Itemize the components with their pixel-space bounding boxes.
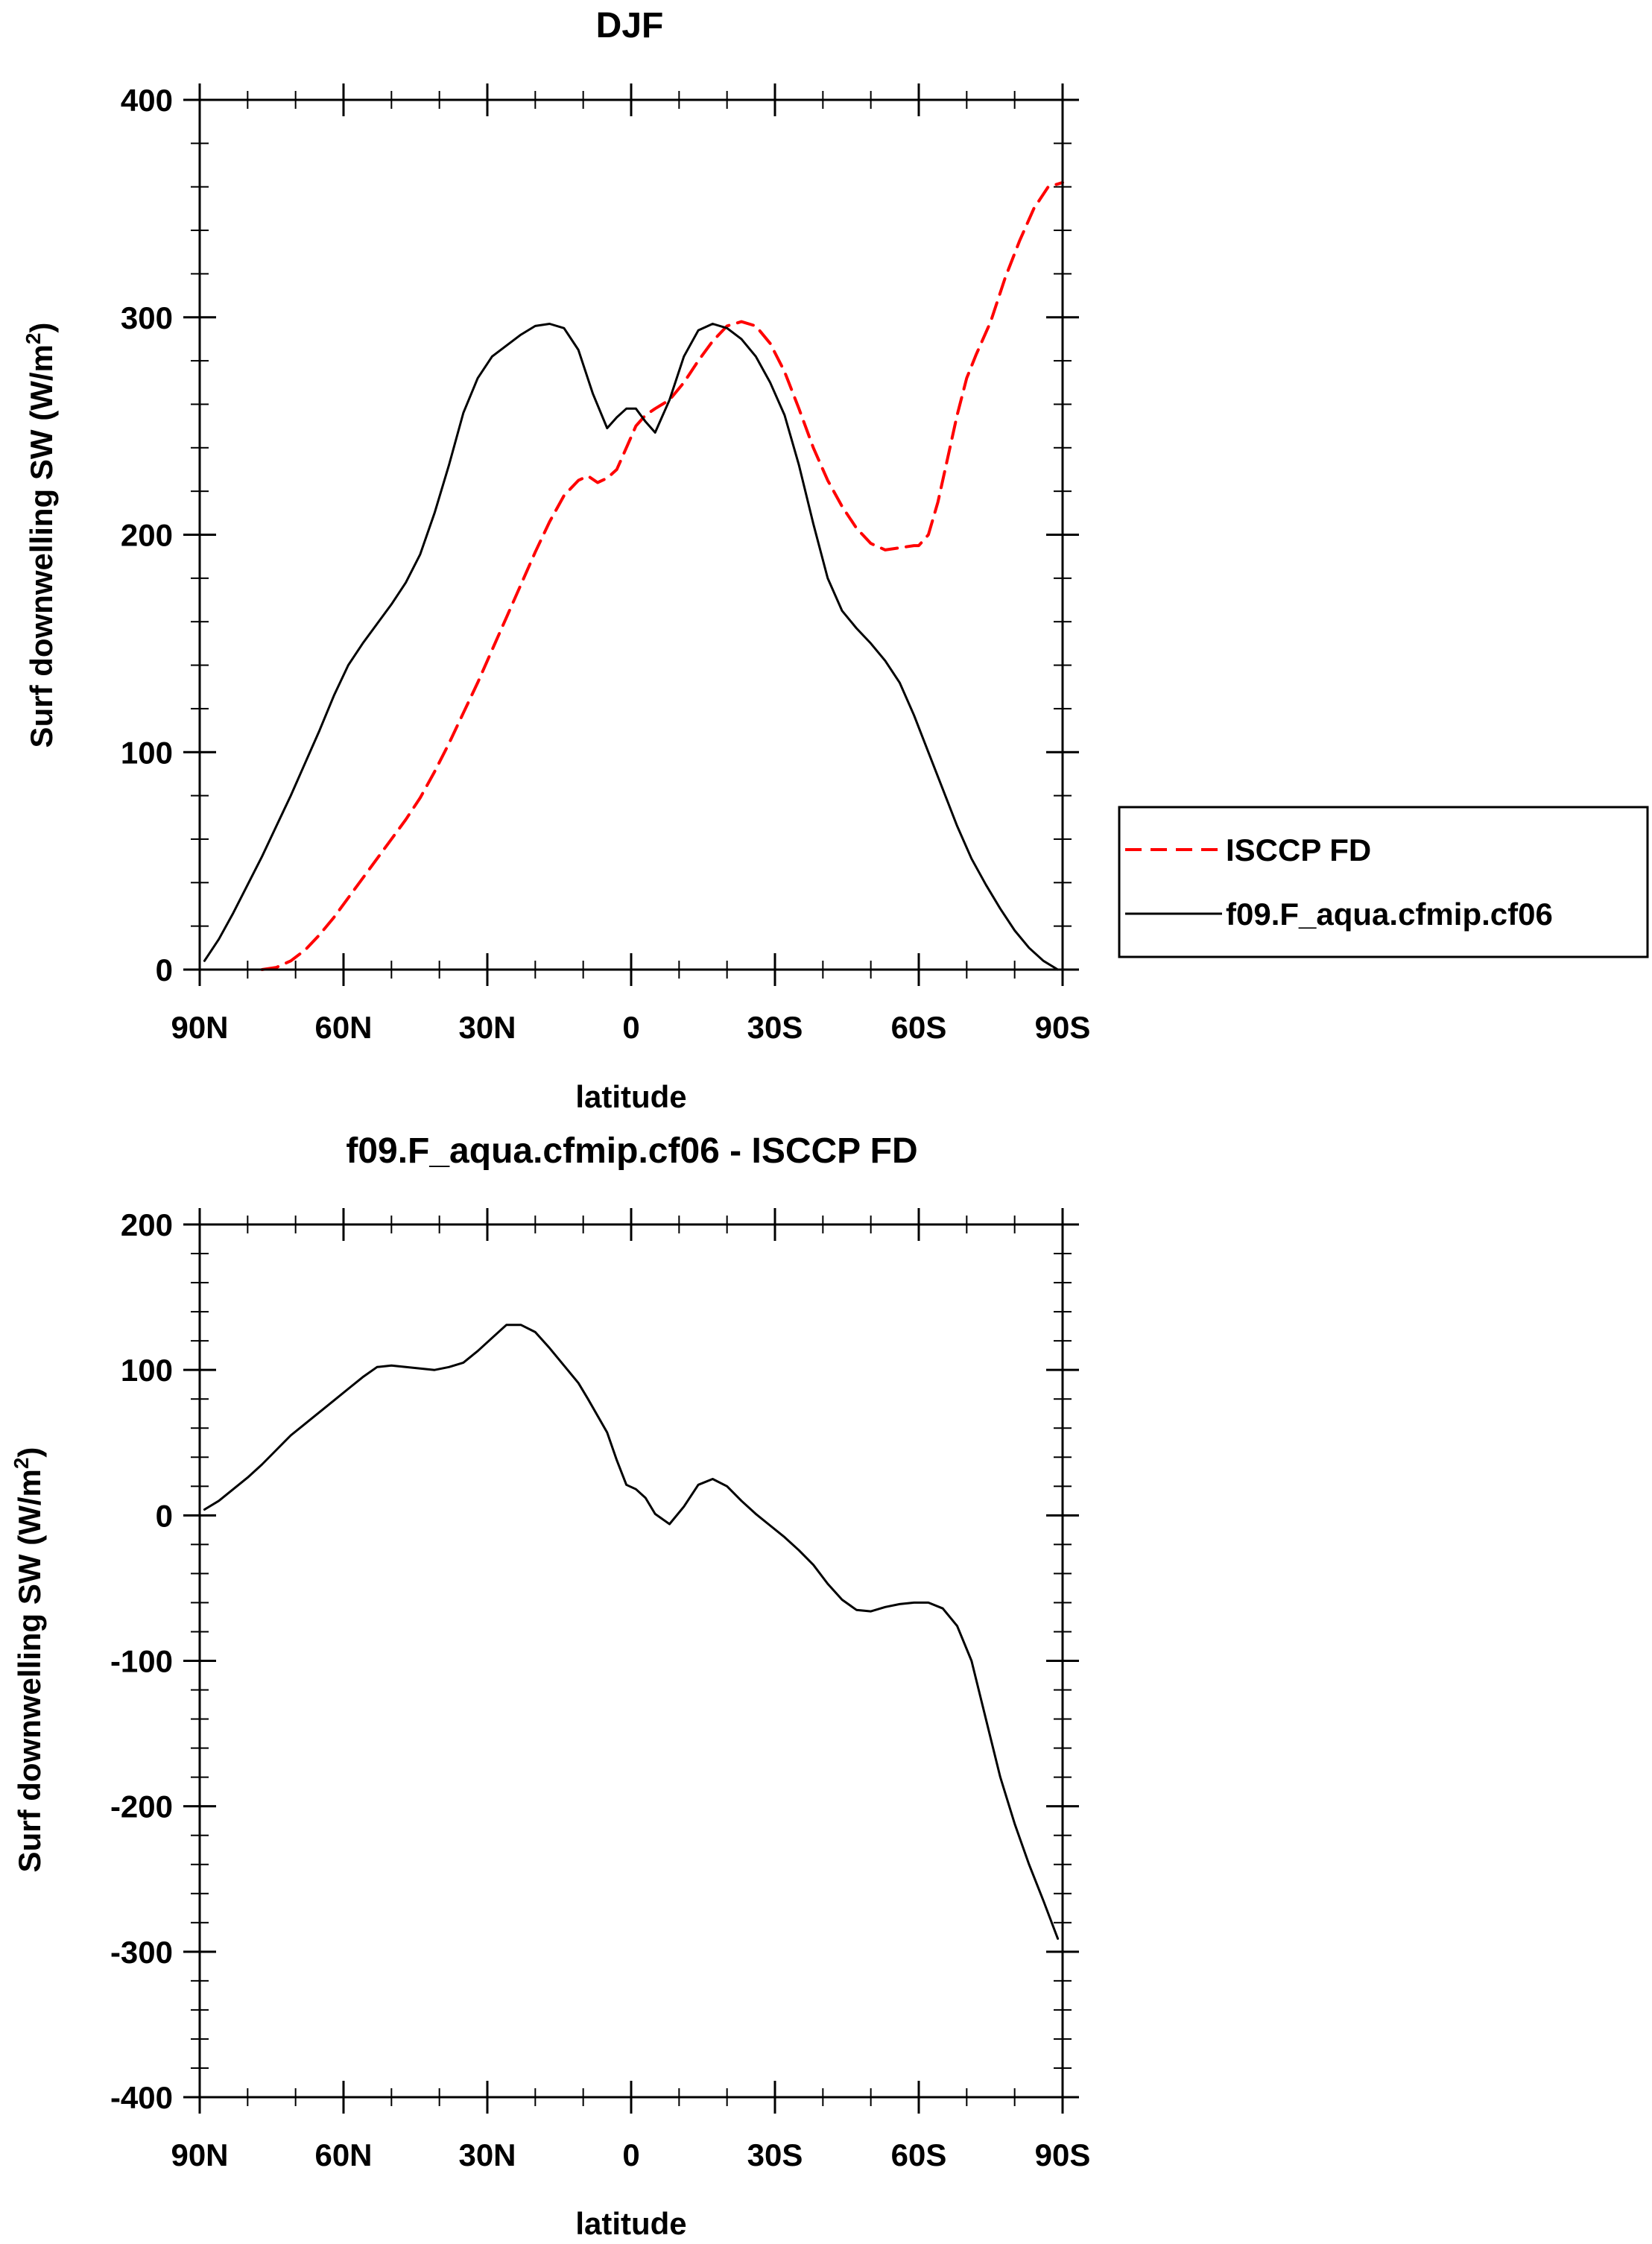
chart-bottom-title: f09.F_aqua.cfmip.cf06 - ISCCP FD bbox=[346, 1131, 917, 1171]
chart-bottom-lines bbox=[203, 1324, 1060, 1940]
x-tick-label: 90N bbox=[171, 1010, 228, 1045]
chart-bottom-y-axis-label-main: Surf downwelling SW (W/m bbox=[12, 1469, 47, 1872]
chart-top: DJF 0 100 200 300 400 90N 60N 30N 0 30S 60S 90S la… bbox=[22, 6, 1649, 1114]
chart-top-y-axis-label-sup: 2 bbox=[22, 333, 45, 345]
chart-bottom-y-axis-label: Surf downwelling SW (W/m2) bbox=[10, 1447, 47, 1873]
x-tick-label: 60S bbox=[891, 2137, 947, 2172]
x-tick-label: 0 bbox=[622, 1010, 639, 1045]
chart-top-lines bbox=[203, 180, 1064, 971]
chart-top-x-tick-labels: 90N 60N 30N 0 30S 60S 90S bbox=[171, 1010, 1090, 1045]
y-tick-label: 200 bbox=[121, 1207, 173, 1242]
y-tick-label: -200 bbox=[110, 1789, 173, 1824]
chart-bottom-y-axis-label-close: ) bbox=[12, 1447, 47, 1458]
x-tick-label: 90S bbox=[1035, 1010, 1091, 1045]
chart-bottom-x-axis-label: latitude bbox=[575, 2206, 686, 2241]
y-tick-label: 100 bbox=[121, 735, 173, 770]
x-tick-label: 30N bbox=[458, 2137, 516, 2172]
series-line-f09-f-aqua-cfmip-cf06-isccp-fd bbox=[203, 1324, 1060, 1940]
x-tick-label: 0 bbox=[622, 2137, 639, 2172]
legend-box bbox=[1118, 806, 1649, 958]
chart-bottom-y-axis-label-sup: 2 bbox=[10, 1458, 33, 1470]
y-tick-label: 300 bbox=[121, 300, 173, 335]
x-tick-label: 30S bbox=[747, 1010, 803, 1045]
legend-label-isccp-fd: ISCCP FD bbox=[1226, 832, 1371, 867]
chart-top-x-axis-label: latitude bbox=[575, 1079, 686, 1114]
x-tick-label: 60N bbox=[314, 1010, 372, 1045]
chart-top-legend: ISCCP FD f09.F_aqua.cfmip.cf06 bbox=[1118, 806, 1649, 958]
chart-bottom-y-tick-labels: -400 -300 -200 -100 0 100 200 bbox=[110, 1207, 173, 2115]
chart-top-y-axis-label: Surf downwelling SW (W/m2) bbox=[22, 323, 59, 748]
series-line-isccp-fd bbox=[260, 180, 1064, 971]
x-tick-label: 60N bbox=[314, 2137, 372, 2172]
y-tick-label: 100 bbox=[121, 1353, 173, 1388]
chart-bottom: f09.F_aqua.cfmip.cf06 - ISCCP FD -400 -30… bbox=[10, 1131, 1090, 2241]
y-tick-label: -400 bbox=[110, 2080, 173, 2115]
chart-top-y-axis-label-close: ) bbox=[24, 323, 59, 333]
y-tick-label: 200 bbox=[121, 518, 173, 553]
x-tick-label: 30N bbox=[458, 1010, 516, 1045]
series-line-f09-f-aqua-cfmip-cf06 bbox=[203, 323, 1060, 971]
y-tick-label: -100 bbox=[110, 1644, 173, 1679]
x-tick-label: 90N bbox=[171, 2137, 228, 2172]
y-tick-label: 0 bbox=[156, 1498, 173, 1533]
chart-bottom-ticks bbox=[183, 1208, 1079, 2114]
y-tick-label: 0 bbox=[156, 952, 173, 987]
chart-bottom-x-tick-labels: 90N 60N 30N 0 30S 60S 90S bbox=[171, 2137, 1090, 2172]
chart-top-title: DJF bbox=[596, 6, 664, 45]
chart-top-y-axis-label-main: Surf downwelling SW (W/m bbox=[24, 344, 59, 748]
x-tick-label: 30S bbox=[747, 2137, 803, 2172]
chart-top-y-tick-labels: 0 100 200 300 400 bbox=[121, 83, 173, 987]
x-tick-label: 90S bbox=[1035, 2137, 1091, 2172]
x-tick-label: 60S bbox=[891, 1010, 947, 1045]
chart-top-ticks bbox=[183, 83, 1079, 986]
y-tick-label: 400 bbox=[121, 83, 173, 118]
legend-label-model: f09.F_aqua.cfmip.cf06 bbox=[1226, 897, 1553, 932]
y-tick-label: -300 bbox=[110, 1935, 173, 1970]
